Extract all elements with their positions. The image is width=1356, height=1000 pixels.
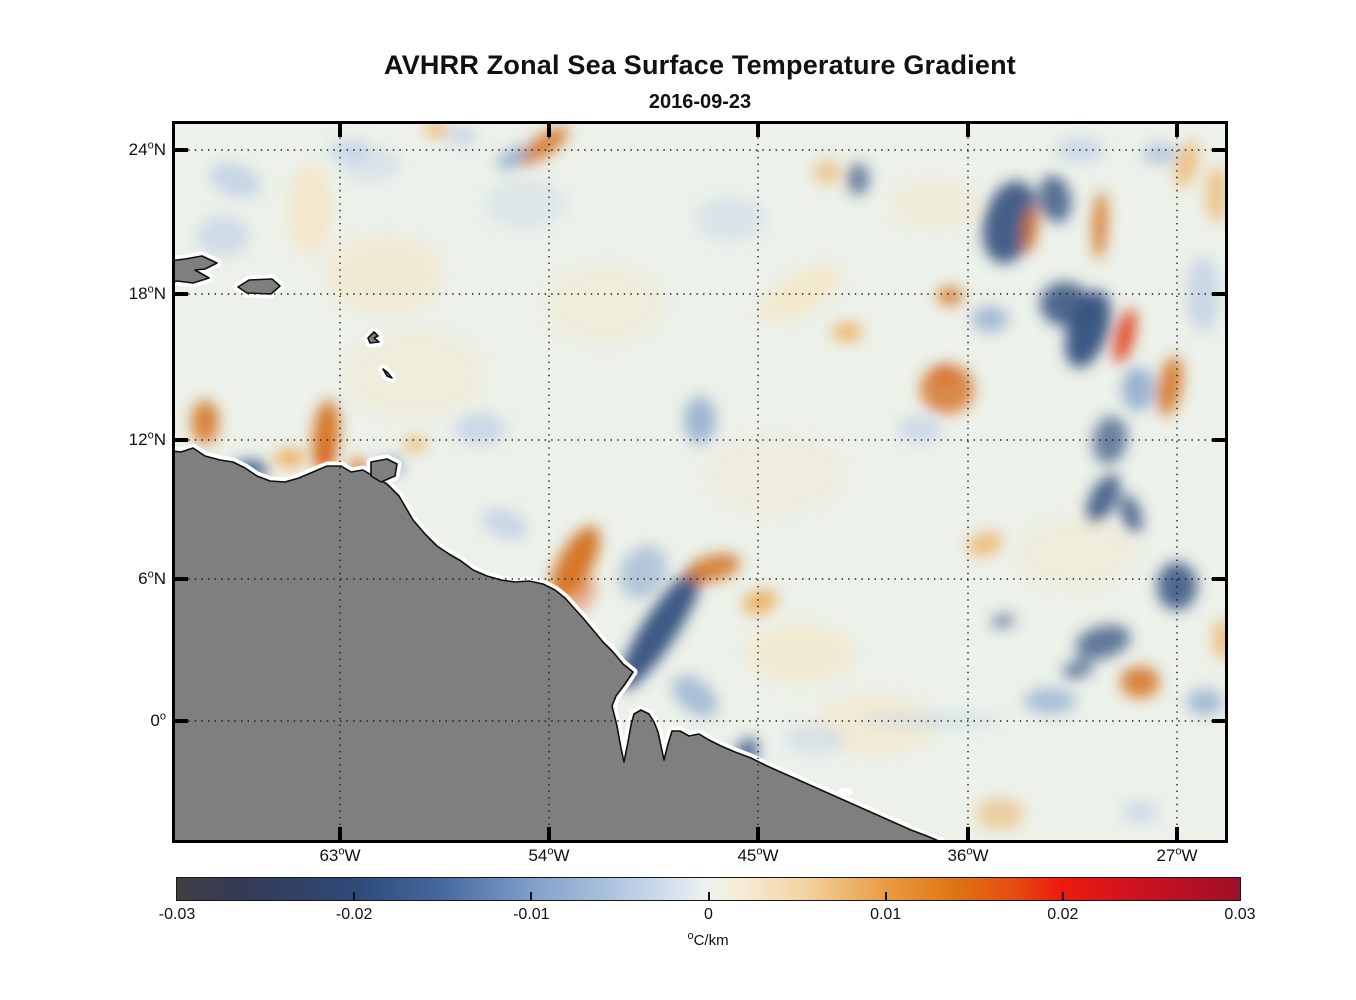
x-tick-label: 27oW (1156, 845, 1198, 865)
colorbar (176, 877, 1241, 901)
chart-subtitle: 2016-09-23 (648, 91, 752, 113)
colorbar-tick-label: 0 (704, 906, 713, 923)
colorbar-tick-mark (353, 892, 356, 900)
y-tick-label: 18oN (128, 283, 166, 303)
x-tick-label: 54oW (528, 845, 570, 865)
y-tick-label: 0o (150, 710, 166, 730)
y-tick-label: 6oN (138, 568, 166, 588)
colorbar-tick-label: -0.02 (335, 906, 373, 923)
colorbar-tick-label: -0.01 (513, 906, 550, 923)
colorbar-tick-label: 0.02 (1047, 906, 1079, 923)
map-plot (172, 121, 1228, 843)
y-tick-label: 12oN (128, 429, 166, 449)
x-tick-label: 63oW (319, 845, 361, 865)
colorbar-unit-label: oC/km (687, 930, 729, 950)
colorbar-tick-mark (884, 892, 887, 900)
degree-symbol: o (687, 930, 694, 942)
colorbar-tick-label: -0.03 (158, 906, 196, 923)
colorbar-tick-label: 0.03 (1224, 906, 1256, 923)
y-tick-label: 24oN (128, 139, 166, 159)
colorbar-tick-mark (1061, 892, 1064, 900)
colorbar-tick-mark (530, 892, 533, 900)
colorbar-tick-mark (707, 892, 710, 900)
chart-title: AVHRR Zonal Sea Surface Temperature Grad… (384, 50, 1016, 80)
colorbar-tick-label: 0.01 (870, 906, 902, 923)
x-tick-label: 45oW (737, 845, 779, 865)
x-tick-label: 36oW (947, 845, 989, 865)
